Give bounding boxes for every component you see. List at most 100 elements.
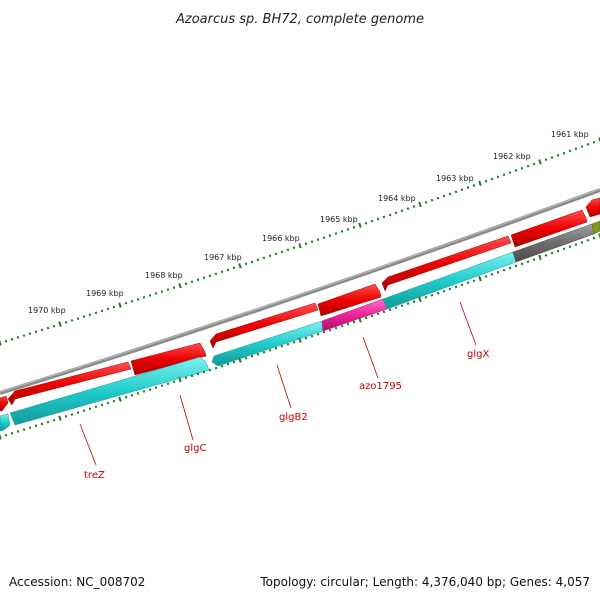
tick-mark (88, 407, 92, 411)
reverse-gene[interactable] (0, 413, 11, 432)
forward-gene[interactable] (209, 302, 319, 349)
tick-mark (184, 282, 188, 286)
tick-mark (502, 173, 506, 177)
gene-label-treZ[interactable]: treZ (84, 470, 105, 481)
tick-mark (22, 334, 26, 337)
tick-mark (34, 330, 38, 334)
gene-label-glgX[interactable]: glgX (467, 349, 489, 360)
tick-mark (214, 366, 218, 370)
kbp-label-1968: 1968 kbp (145, 271, 183, 280)
tick-mark (484, 275, 488, 278)
forward-gene[interactable] (585, 197, 600, 218)
tick-mark (412, 205, 416, 208)
tick-mark (232, 266, 236, 270)
reverse-gene[interactable] (9, 356, 210, 426)
forward-gene[interactable] (381, 235, 512, 292)
tick-mark (544, 253, 548, 257)
tick-mark (112, 305, 116, 309)
tick-mark (514, 169, 518, 172)
gene-label-azo1795[interactable]: azo1795 (359, 381, 402, 392)
tick-mark (532, 162, 536, 166)
tick-mark (130, 299, 134, 303)
tick-mark (64, 321, 68, 324)
tick-mark (244, 356, 248, 360)
tick-mark (88, 313, 92, 317)
tick-mark (364, 316, 368, 320)
tick-mark (226, 362, 230, 366)
tick-mark (466, 281, 470, 285)
tick-mark (268, 254, 272, 258)
kbp-label-1961: 1961 kbp (551, 130, 589, 139)
tick-mark (100, 403, 104, 407)
tick-mark (436, 196, 440, 200)
forward-gene[interactable] (510, 209, 588, 248)
reverse-gene-olive[interactable] (591, 220, 600, 235)
tick-mark (70, 413, 74, 416)
tick-mark (496, 175, 500, 179)
tick-mark (388, 213, 392, 217)
tick-mark (310, 334, 314, 338)
forward-gene[interactable] (317, 283, 382, 317)
gene-label-glgC[interactable]: glgC (184, 443, 206, 454)
tick-mark (340, 230, 344, 233)
tick-mark (172, 286, 176, 289)
forward-gene[interactable] (0, 395, 9, 412)
tick-mark (154, 386, 158, 389)
genome-backbone (0, 188, 600, 395)
tick-mark (514, 264, 518, 268)
tick-mark (508, 171, 512, 175)
tick-mark (184, 376, 188, 380)
reverse-strand-genes (0, 220, 600, 432)
tick-mark (0, 340, 2, 346)
tick-mark (52, 418, 56, 422)
tick-mark (214, 272, 218, 276)
tick-mark (454, 190, 458, 194)
tick-mark (268, 348, 272, 352)
tick-mark (340, 324, 344, 328)
forward-gene[interactable] (130, 342, 207, 376)
tick-mark (142, 390, 146, 393)
tick-mark (586, 143, 590, 146)
tick-mark (394, 211, 398, 215)
reverse-gene[interactable] (211, 320, 324, 367)
kbp-label-1963: 1963 kbp (436, 174, 474, 183)
tick-mark (424, 200, 428, 204)
tick-mark (46, 420, 50, 424)
tick-mark (82, 315, 86, 318)
outer-tick-track (0, 137, 600, 346)
tick-mark (46, 326, 50, 330)
tick-mark (364, 221, 368, 225)
tick-mark (190, 280, 194, 284)
tick-mark (358, 317, 362, 323)
tick-mark (280, 344, 284, 348)
tick-mark (580, 241, 584, 244)
tick-mark (532, 258, 536, 261)
gene-label-glgB2[interactable]: glgB2 (279, 412, 308, 423)
tick-mark (382, 215, 386, 219)
tick-mark (346, 322, 350, 326)
tick-mark (124, 301, 128, 305)
tick-mark (418, 296, 422, 303)
tick-mark (22, 428, 26, 431)
tick-mark (376, 312, 380, 316)
tick-mark (316, 332, 320, 336)
tick-mark (322, 236, 326, 239)
tick-mark (304, 336, 308, 340)
tick-mark (346, 228, 350, 231)
tick-mark (574, 243, 578, 247)
tick-mark (190, 374, 194, 378)
tick-mark (196, 278, 200, 282)
tick-mark (586, 238, 590, 242)
tick-mark (328, 234, 332, 237)
tick-mark (562, 151, 566, 155)
tick-mark (442, 289, 446, 293)
kbp-label-1969: 1969 kbp (86, 289, 124, 298)
forward-gene[interactable] (7, 361, 132, 406)
tick-mark (430, 293, 434, 297)
tick-mark (358, 222, 362, 228)
genome-summary-text: Topology: circular; Length: 4,376,040 bp… (259, 575, 590, 589)
tick-mark (598, 233, 600, 239)
tick-mark (508, 266, 512, 270)
tick-mark (490, 273, 494, 276)
